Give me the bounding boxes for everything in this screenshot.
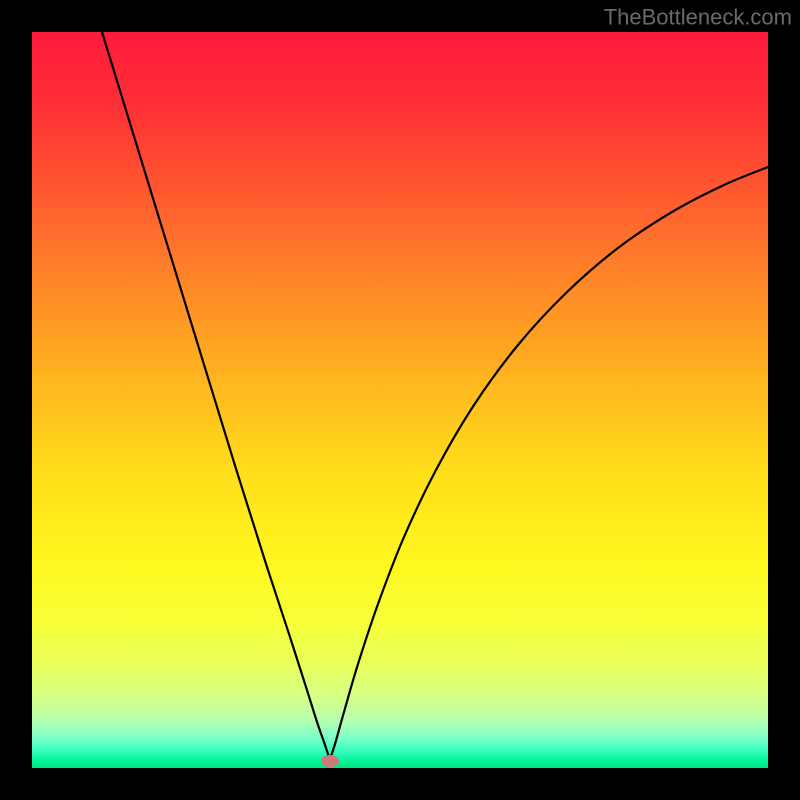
plot-background-gradient [32,32,768,768]
curve-minimum-marker [321,755,339,767]
bottleneck-chart: TheBottleneck.com [0,0,800,800]
chart-frame-bar [768,0,800,800]
watermark-text: TheBottleneck.com [604,5,792,30]
chart-frame-bar [0,768,800,800]
chart-frame-bar [0,0,32,800]
